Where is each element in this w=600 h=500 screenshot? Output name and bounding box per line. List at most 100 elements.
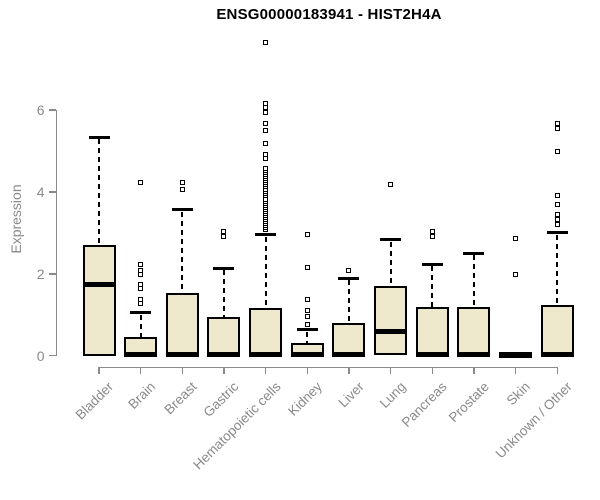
box xyxy=(165,293,199,356)
outlier-point xyxy=(304,265,310,271)
outlier-point xyxy=(138,268,144,274)
x-tick-label: Liver xyxy=(335,379,367,411)
outlier-point xyxy=(138,296,144,302)
whisker-cap-upper xyxy=(255,233,277,237)
x-tick xyxy=(264,368,267,374)
x-tick-label: Gastric xyxy=(200,379,242,420)
box xyxy=(415,306,449,356)
whisker-upper xyxy=(347,280,350,324)
outlier-point xyxy=(513,271,519,277)
median-line xyxy=(540,351,574,357)
outlier-point xyxy=(429,229,435,235)
outlier-point xyxy=(263,140,269,146)
x-tick-label: Unknown / Other xyxy=(492,379,575,462)
y-tick xyxy=(48,191,56,193)
outlier-point xyxy=(346,268,352,274)
x-tick-label: Kidney xyxy=(285,379,325,419)
outlier-point xyxy=(179,187,185,193)
median-line xyxy=(249,351,283,357)
whisker-upper xyxy=(264,236,267,309)
y-tick xyxy=(48,354,56,357)
outlier-point xyxy=(221,229,227,235)
whisker-cap-upper xyxy=(213,266,235,270)
outlier-point xyxy=(263,39,269,45)
whisker-upper xyxy=(556,234,559,306)
x-tick-label: Bladder xyxy=(73,379,117,423)
outlier-point xyxy=(263,166,269,172)
x-tick-label: Brain xyxy=(125,379,159,412)
median-line xyxy=(290,351,324,357)
whisker-cap-upper xyxy=(171,208,193,212)
x-tick xyxy=(306,368,309,374)
box xyxy=(540,305,574,356)
outlier-point xyxy=(263,100,269,106)
y-axis-line xyxy=(55,110,57,356)
x-tick xyxy=(223,368,225,374)
outlier-point xyxy=(388,181,394,187)
median-line xyxy=(207,351,241,357)
whisker-cap-upper xyxy=(296,328,318,332)
x-tick xyxy=(139,368,142,374)
x-tick-label: Prostate xyxy=(445,379,492,426)
whisker-upper xyxy=(98,139,100,246)
median-line xyxy=(374,329,408,335)
outlier-point xyxy=(554,217,560,223)
box xyxy=(457,306,491,356)
outlier-point xyxy=(138,281,144,287)
median-line xyxy=(332,351,366,357)
x-tick xyxy=(98,368,100,374)
outlier-point xyxy=(263,151,269,157)
x-tick xyxy=(431,368,434,374)
y-tick-label: 0 xyxy=(36,347,45,364)
whisker-upper xyxy=(181,211,184,294)
outlier-point xyxy=(179,179,185,185)
x-tick-label: Skin xyxy=(504,379,534,409)
outlier-point xyxy=(304,231,310,237)
whisker-cap-upper xyxy=(88,135,110,139)
whisker-cap-upper xyxy=(546,231,568,235)
chart-title: ENSG00000183941 - HIST2H4A xyxy=(216,6,442,23)
y-tick-label: 6 xyxy=(36,102,45,118)
whisker-cap-upper xyxy=(130,311,152,315)
outlier-point xyxy=(554,201,560,207)
x-axis-line xyxy=(98,366,559,368)
box xyxy=(249,308,283,356)
whisker-cap-upper xyxy=(463,251,485,255)
box xyxy=(207,316,241,356)
x-tick xyxy=(389,368,392,374)
box xyxy=(374,285,408,355)
x-tick xyxy=(514,368,517,374)
whisker-upper xyxy=(306,331,309,343)
outlier-point xyxy=(263,110,269,116)
outlier-point xyxy=(304,321,310,327)
outlier-point xyxy=(263,121,269,126)
x-tick xyxy=(556,368,558,374)
outlier-point xyxy=(263,128,269,134)
whisker-cap-upper xyxy=(421,262,443,266)
outlier-point xyxy=(304,314,310,320)
outlier-point xyxy=(513,236,519,242)
x-tick xyxy=(348,368,350,374)
whisker-upper xyxy=(472,255,475,307)
y-tick-label: 4 xyxy=(36,183,45,200)
whisker-upper xyxy=(222,270,225,317)
outlier-point xyxy=(304,296,310,302)
median-line xyxy=(124,351,158,357)
outlier-point xyxy=(304,308,310,314)
y-axis-label: Expression xyxy=(8,184,24,254)
x-tick-label: Breast xyxy=(161,379,200,418)
whisker-cap-upper xyxy=(380,238,402,242)
y-tick xyxy=(48,273,56,275)
whisker-upper xyxy=(431,266,434,307)
x-tick xyxy=(473,368,475,374)
outlier-point xyxy=(554,149,560,155)
outlier-point xyxy=(554,192,560,198)
x-tick xyxy=(181,368,184,374)
outlier-point xyxy=(429,234,435,240)
y-tick-label: 2 xyxy=(36,265,45,282)
median-line xyxy=(457,351,491,357)
whisker-cap-upper xyxy=(338,276,360,280)
outlier-point xyxy=(554,222,560,228)
x-tick-label: Lung xyxy=(376,379,409,411)
